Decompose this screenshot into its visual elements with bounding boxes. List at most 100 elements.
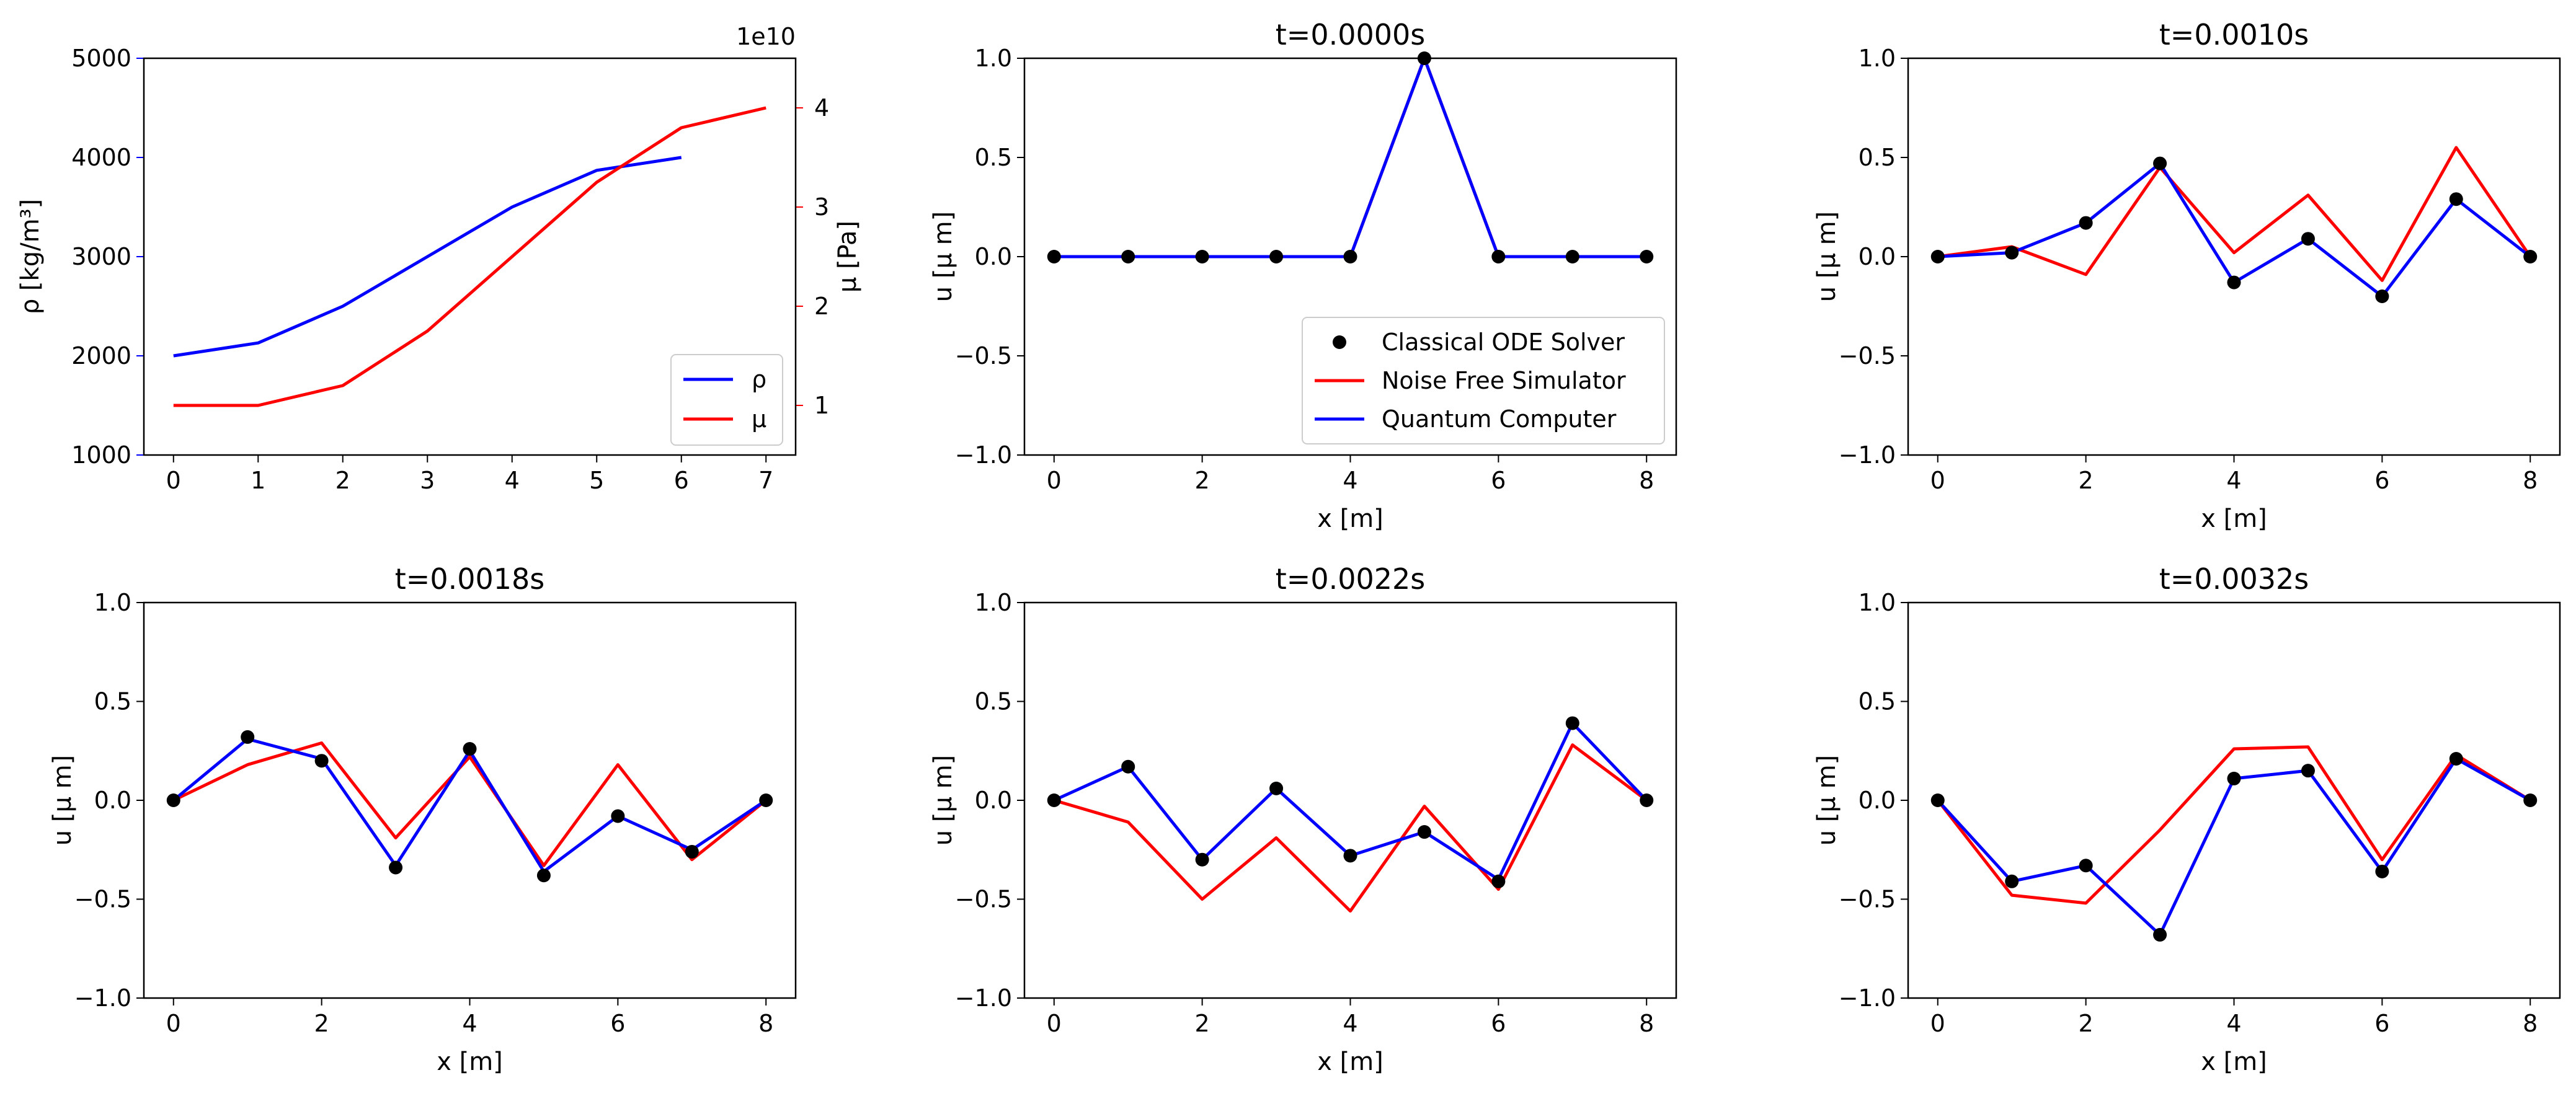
- y-tick-label: −1.0: [955, 441, 1012, 469]
- y-axis-label: u [μ m]: [1813, 211, 1841, 302]
- classical-point: [1565, 250, 1579, 263]
- y-tick-label: 0.0: [94, 787, 131, 814]
- x-tick-label: 2: [314, 1010, 329, 1037]
- axes-frame: [1023, 601, 1677, 999]
- y-tick-label: 0.0: [1859, 243, 1896, 270]
- classical-point: [1195, 250, 1209, 263]
- classical-point: [611, 809, 625, 823]
- y-tick-label: −0.5: [955, 342, 1012, 369]
- classical-point: [1047, 793, 1061, 807]
- legend-box: [1302, 317, 1665, 444]
- y-tick-label: 0.5: [94, 688, 131, 715]
- x-tick-label: 3: [420, 467, 435, 494]
- classical-point: [2523, 250, 2538, 263]
- legend-box: [670, 354, 783, 446]
- classical-point: [759, 793, 773, 807]
- x-axis-label: x [m]: [1317, 1048, 1383, 1076]
- legend-label: μ: [752, 405, 766, 433]
- panel-title: t=0.0010s: [2159, 18, 2309, 51]
- classical-point: [2079, 216, 2093, 230]
- x-tick-label: 1: [251, 467, 265, 494]
- classical-point: [2005, 245, 2019, 260]
- classical-point: [1343, 849, 1357, 863]
- legend-label-classical: Classical ODE Solver: [1382, 329, 1625, 356]
- classical-point: [1565, 716, 1579, 730]
- classical-point: [2449, 192, 2463, 206]
- quantum-line: [1054, 58, 1647, 259]
- x-tick-label: 4: [2226, 1010, 2241, 1037]
- plot-area: [173, 106, 766, 407]
- x-tick-label: 0: [1047, 1010, 1062, 1037]
- classical-point: [2005, 874, 2019, 888]
- noise-free-line: [172, 741, 767, 867]
- classical-point: [389, 860, 403, 875]
- y-right-tick-label: 1: [814, 392, 829, 419]
- legend-label-quantum: Quantum Computer: [1382, 405, 1617, 433]
- y-axis-label: u [μ m]: [48, 755, 77, 846]
- classical-point: [2301, 232, 2315, 246]
- classical-point: [1269, 781, 1284, 795]
- plot-area: [1054, 58, 1647, 259]
- x-tick-label: 5: [589, 467, 604, 494]
- x-tick-label: 6: [1491, 467, 1506, 494]
- classical-point: [2523, 793, 2538, 807]
- x-tick-label: 4: [1343, 1010, 1357, 1037]
- panel-2: 0 2 4 6 8 −1.0 −0.5 0.0 0.5 1.0 x [m] u [μ m] t=0.00…: [929, 18, 1677, 533]
- y-tick-label: 0.5: [975, 144, 1012, 171]
- classical-point: [2227, 771, 2241, 785]
- classical-point: [1417, 825, 1431, 839]
- y-tick-label: −1.0: [74, 984, 131, 1012]
- y-tick-label: 1.0: [94, 589, 131, 616]
- x-tick-label: 6: [610, 1010, 625, 1037]
- panel-title: t=0.0022s: [1276, 562, 1426, 596]
- y-tick-label: 2000: [71, 342, 131, 369]
- y-axis-label: u [μ m]: [929, 211, 957, 302]
- y-tick-label: 4000: [71, 144, 131, 171]
- classical-point: [2375, 864, 2389, 878]
- x-tick-label: 0: [1930, 467, 1945, 494]
- classical-point: [166, 793, 180, 807]
- y-tick-label: 1.0: [1859, 589, 1896, 616]
- classical-point: [685, 844, 699, 859]
- classical-point: [2375, 289, 2389, 303]
- classical-point: [463, 742, 477, 756]
- x-tick-label: 8: [2523, 467, 2538, 494]
- x-tick-label: 6: [2374, 467, 2389, 494]
- y-tick-label: 0.5: [975, 688, 1012, 715]
- plot-area: [1937, 146, 2532, 298]
- classical-point: [241, 730, 255, 744]
- classical-point: [1121, 759, 1135, 774]
- y-tick-label: −1.0: [1839, 984, 1896, 1012]
- x-tick-label: 2: [335, 467, 350, 494]
- y-axis-label: u [μ m]: [1813, 755, 1841, 846]
- x-axis-label: x [m]: [437, 1048, 503, 1076]
- x-tick-label: 0: [1047, 467, 1062, 494]
- classical-point: [1195, 852, 1209, 867]
- x-tick-label: 0: [166, 467, 181, 494]
- y-axis-label: ρ [kg/m³]: [16, 199, 45, 314]
- panel-title: t=0.0000s: [1276, 18, 1426, 51]
- x-axis-label: x [m]: [2201, 505, 2267, 533]
- y-tick-label: −1.0: [1839, 441, 1896, 469]
- y-tick-label: 1.0: [975, 45, 1012, 72]
- panel-5: 0 2 4 6 8 −1.0 −0.5 0.0 0.5 1.0 x [m] u [μ m] t=0.00…: [929, 562, 1677, 1076]
- noise-free-line: [1936, 745, 2531, 905]
- x-tick-label: 8: [1639, 467, 1654, 494]
- x-tick-label: 8: [2523, 1010, 2538, 1037]
- classical-point: [2153, 156, 2167, 170]
- classical-point: [1640, 793, 1654, 807]
- classical-point: [1930, 250, 1945, 263]
- x-tick-label: 6: [1491, 1010, 1506, 1037]
- y-right-axis-label: μ [Pa]: [833, 221, 862, 293]
- x-tick-label: 6: [2374, 1010, 2389, 1037]
- axes-frame: [1023, 57, 1677, 456]
- y-tick-label: 1000: [71, 441, 131, 469]
- panel-3: 0 2 4 6 8 −1.0 −0.5 0.0 0.5 1.0 x [m] u [μ m] t=0.00…: [1813, 18, 2561, 533]
- y-tick-label: 0.5: [1859, 688, 1896, 715]
- x-tick-label: 7: [758, 467, 773, 494]
- x-tick-label: 8: [758, 1010, 773, 1037]
- x-tick-label: 4: [2226, 467, 2241, 494]
- x-tick-label: 6: [674, 467, 689, 494]
- noise-free-line: [1054, 743, 1648, 913]
